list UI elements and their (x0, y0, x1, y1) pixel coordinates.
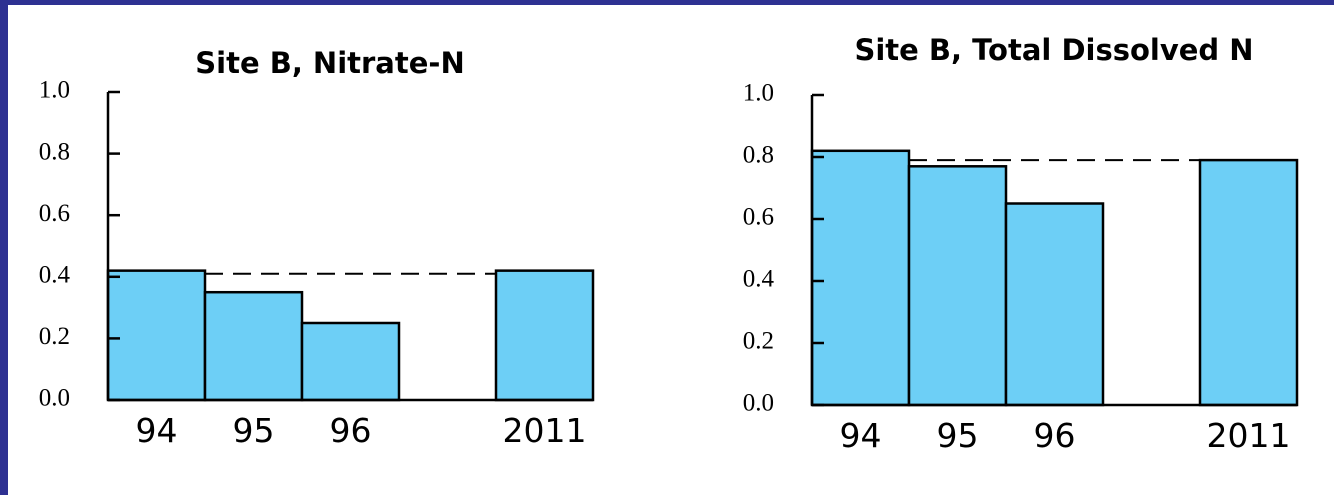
chart-title: Site B, Total Dissolved N (854, 33, 1253, 67)
y-tick-label: 1.0 (39, 77, 70, 104)
bar (1198, 158, 1299, 407)
x-tick-label: 95 (233, 411, 275, 450)
x-tick-label: 94 (840, 416, 882, 455)
x-tick-label: 95 (937, 416, 979, 455)
y-tick-label: 0.8 (743, 142, 774, 169)
y-tick-label: 0.2 (39, 323, 70, 350)
bar (810, 149, 911, 407)
x-tick-label: 2011 (1207, 416, 1291, 455)
figure: Site B, Nitrate-N 94 95 96 2011 0.0 0.2 0.4 0.6 0… (8, 5, 1334, 495)
y-tick-label: 0.6 (39, 200, 70, 227)
x-tick-label: 94 (136, 411, 178, 450)
bar (106, 269, 207, 402)
bar (203, 290, 304, 402)
x-tick-label: 96 (330, 411, 372, 450)
x-tick-label: 2011 (503, 411, 587, 450)
y-tick-label: 0.8 (39, 138, 70, 165)
y-tick-label: 0.6 (743, 204, 774, 231)
chart-title: Site B, Nitrate-N (195, 46, 464, 80)
bar (300, 321, 401, 402)
x-tick-label: 96 (1034, 416, 1076, 455)
y-tick-label: 0.4 (743, 266, 775, 293)
y-tick-label: 0.0 (39, 385, 70, 412)
bar (1004, 202, 1105, 407)
y-tick-label: 0.2 (743, 328, 774, 355)
y-tick-label: 0.4 (39, 262, 71, 289)
bar (907, 165, 1008, 407)
bar (494, 269, 595, 402)
y-tick-label: 1.0 (743, 80, 774, 107)
y-tick-label: 0.0 (743, 390, 774, 417)
